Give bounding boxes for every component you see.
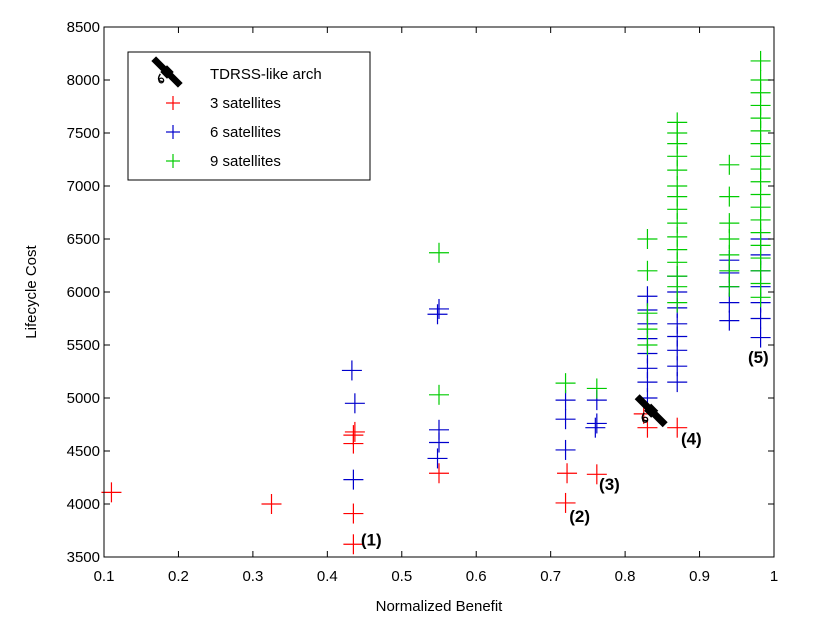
data-point: [750, 50, 771, 71]
y-tick-label: 7500: [67, 125, 100, 142]
legend-entry: 3 satellites: [166, 95, 281, 112]
data-point: [343, 469, 364, 490]
x-tick-label: 0.1: [94, 568, 115, 585]
data-point: [557, 463, 578, 484]
data-point: [667, 112, 688, 133]
data-point: [429, 419, 449, 440]
annotation-label: (1): [361, 530, 382, 549]
y-axis-ticks: 3500 4000 4500 5000 5500 6000 6500 7000 7500 8000…: [67, 19, 774, 566]
x-tick-label: 0.4: [317, 568, 338, 585]
y-tick-label: 3500: [67, 549, 100, 566]
legend-label: 9 satellites: [210, 153, 281, 170]
y-tick-label: 7000: [67, 178, 100, 195]
annotation-label: (3): [599, 475, 620, 494]
legend-entry: 6 satellites: [166, 124, 281, 141]
y-axis-title: Lifecycle Cost: [23, 244, 40, 338]
data-point: [429, 298, 449, 319]
x-tick-label: 1: [770, 568, 778, 585]
data-point: [750, 70, 771, 90]
data-point: [101, 482, 122, 503]
data-point: [586, 464, 607, 485]
data-point: [341, 360, 362, 381]
data-point: [429, 242, 449, 263]
y-tick-label: 4500: [67, 443, 100, 460]
data-point: [637, 229, 658, 249]
data-point: [261, 494, 282, 514]
tdrss-marker-layer: [634, 394, 668, 428]
data-point: [555, 373, 576, 394]
legend-marker: [166, 96, 180, 110]
annotations: (1) (2) (3) (4) (5): [361, 348, 769, 549]
x-tick-label: 0.2: [168, 568, 189, 585]
data-point: [343, 503, 364, 524]
data-point: [429, 463, 449, 484]
data-point: [427, 304, 448, 325]
x-tick-label: 0.3: [242, 568, 263, 585]
legend-marker: [166, 154, 180, 168]
tdrss-marker: [634, 394, 668, 428]
annotation-label: (2): [569, 507, 590, 526]
data-point: [555, 439, 576, 460]
y-tick-label: 6000: [67, 284, 100, 301]
annotation-label: (5): [748, 348, 769, 367]
data-point: [637, 303, 658, 324]
x-tick-label: 0.6: [466, 568, 487, 585]
data-point: [667, 417, 688, 438]
x-tick-label: 0.7: [540, 568, 561, 585]
x-axis-ticks: 0.1 0.2 0.3 0.4 0.5 0.6 0.7 0.8 0.9 1: [94, 27, 778, 585]
y-tick-label: 4000: [67, 496, 100, 513]
data-point: [719, 154, 740, 175]
legend-marker: [166, 125, 180, 139]
data-point: [719, 310, 740, 331]
x-tick-label: 0.9: [689, 568, 710, 585]
data-point: [343, 534, 364, 555]
x-tick-label: 0.8: [615, 568, 636, 585]
data-point: [344, 393, 365, 414]
legend-label: 3 satellites: [210, 95, 281, 112]
y-tick-label: 8500: [67, 19, 100, 36]
data-point: [343, 425, 364, 446]
y-tick-label: 8000: [67, 72, 100, 89]
annotation-label: (4): [681, 430, 702, 449]
data-point: [555, 390, 576, 411]
y-tick-label: 5500: [67, 337, 100, 354]
data-point: [427, 448, 448, 469]
data-point: [344, 421, 365, 442]
legend-entry: TDRSS-like arch: [151, 56, 322, 88]
legend-entry: 9 satellites: [166, 153, 281, 170]
series-9-satellites: [429, 50, 771, 405]
data-point: [429, 384, 449, 405]
y-tick-label: 6500: [67, 231, 100, 248]
x-axis-title: Normalized Benefit: [376, 598, 504, 615]
data-point: [586, 413, 607, 434]
data-point: [586, 378, 607, 399]
legend-label: TDRSS-like arch: [210, 66, 322, 83]
y-tick-label: 5000: [67, 390, 100, 407]
data-point: [637, 260, 658, 281]
data-point: [637, 286, 658, 307]
data-point: [555, 492, 576, 513]
data-point: [585, 417, 606, 438]
data-point: [719, 186, 740, 207]
data-point: [719, 213, 740, 234]
data-point: [555, 409, 576, 430]
legend: TDRSS-like arch 3 satellites 6 satellites 9…: [127, 51, 371, 181]
legend-label: 6 satellites: [210, 124, 281, 141]
x-tick-label: 0.5: [391, 568, 412, 585]
data-point: [750, 327, 771, 348]
